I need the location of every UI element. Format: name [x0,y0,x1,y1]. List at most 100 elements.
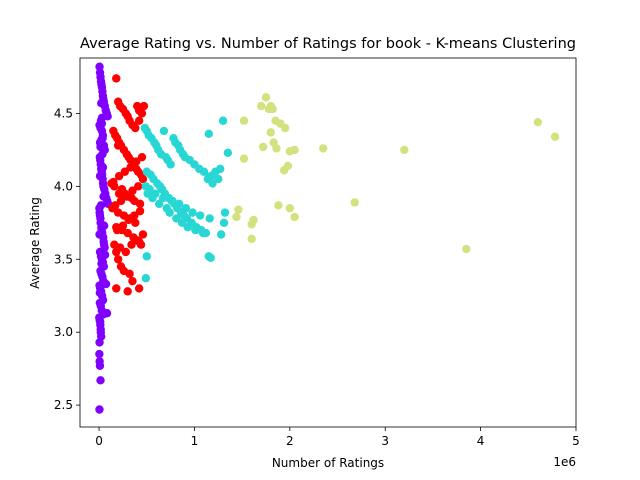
cluster-1-point [139,101,149,111]
cluster-0-point [95,338,104,347]
cluster-1-point [132,157,141,166]
cluster-0-point [96,317,105,327]
x-tick-label: 4 [477,434,485,448]
y-axis-label: Average Rating [28,197,42,289]
cluster-3-point [274,201,283,210]
cluster-3-point [239,154,249,163]
cluster-3-point [247,220,256,229]
cluster-0-point [95,288,105,298]
cluster-3-point [533,117,543,127]
cluster-1-point [120,167,130,176]
cluster-1-point [128,186,137,195]
cluster-0-point [100,250,110,260]
cluster-2-point [198,228,208,238]
cluster-1-point [138,174,148,184]
cluster-3-point [400,145,409,155]
plot-frame [79,57,577,428]
cluster-2-point [158,193,168,203]
cluster-3-point [232,212,241,222]
cluster-1-point [112,74,121,83]
cluster-2-point [168,196,177,206]
cluster-3-point [247,234,256,244]
cluster-2-point [145,185,154,194]
cluster-3-point [239,116,249,125]
cluster-2-point [216,164,225,174]
cluster-3-point [285,204,295,213]
y-tick-label: 3.0 [54,325,73,339]
cluster-2-point [214,174,223,184]
cluster-3-point [319,144,328,153]
cluster-1-point [134,116,144,125]
cluster-1-point [114,189,124,198]
cluster-1-point [121,247,130,257]
cluster-2-point [223,148,233,157]
cluster-1-point [128,276,137,286]
cluster-2-point [177,218,187,228]
y-tick-label: 4.5 [54,106,73,120]
cluster-2-point [175,199,184,209]
cluster-0-point [95,230,104,239]
cluster-0-point [99,192,108,201]
cluster-2-point [181,204,191,213]
cluster-1-point [130,211,139,220]
cluster-3-point [550,132,560,141]
y-tick-label: 2.5 [54,398,73,412]
cluster-2-point [219,218,229,228]
cluster-1-point [126,163,135,172]
cluster-0-point [96,376,105,385]
cluster-2-point [206,253,215,263]
cluster-2-point [208,179,217,188]
cluster-0-point [95,349,104,359]
cluster-1-point [136,240,146,249]
cluster-2-point [205,214,214,223]
cluster-0-point [95,361,105,370]
y-tick-label: 3.5 [54,252,73,266]
cluster-3-point [290,212,299,222]
cluster-1-point [122,192,131,201]
x-tick-label: 3 [381,434,389,448]
cluster-1-point [137,152,147,162]
cluster-2-point [142,252,151,261]
cluster-2-point [216,230,226,239]
cluster-1-point [123,287,132,296]
x-tick-label: 0 [95,434,103,448]
cluster-2-point [188,208,197,217]
cluster-0-point [95,171,105,181]
cluster-1-point [124,215,133,225]
y-tick-label: 4.0 [54,179,73,193]
cluster-3-point [350,198,359,207]
cluster-2-point [204,129,213,139]
cluster-1-point [123,228,132,238]
cluster-3-point [261,93,271,102]
cluster-3-point [268,104,277,114]
cluster-3-point [234,205,243,214]
x-axis-label: Number of Ratings [272,456,384,470]
cluster-3-point [280,123,290,133]
cluster-1-point [137,109,147,118]
cluster-1-point [111,201,120,210]
y-axis: 2.5 3.0 3.5 4.0 4.5 [54,106,80,412]
cluster-0-point [95,405,104,414]
cluster-2-point [159,126,169,136]
x-axis-offset-label: 1e6 [553,455,576,469]
cluster-2-point [218,116,228,125]
cluster-2-point [191,225,200,235]
cluster-2-point [199,167,209,176]
cluster-0-point [97,119,107,128]
cluster-3-point [257,101,266,111]
cluster-1-point [131,218,140,228]
cluster-0-point [96,142,105,152]
cluster-2-point [165,208,174,217]
cluster-3-point [462,244,471,254]
cluster-1-point [113,225,122,235]
x-tick-label: 2 [286,434,294,448]
cluster-1-point [112,247,121,257]
cluster-0-point [99,221,109,230]
cluster-1-point [113,141,123,150]
cluster-1-point [134,284,144,293]
cluster-2-point [220,208,230,217]
x-axis: 0 1 2 3 4 5 [95,427,580,448]
cluster-1-point [119,266,129,276]
cluster-0-point [101,279,111,289]
cluster-1-point [114,171,124,181]
